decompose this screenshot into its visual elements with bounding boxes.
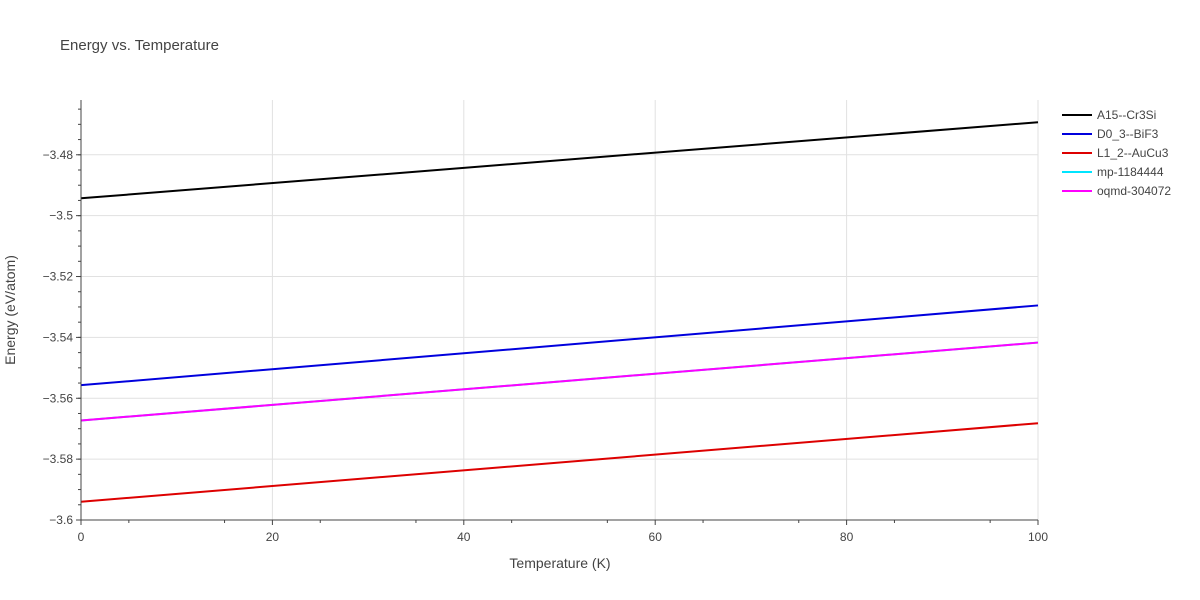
legend-item[interactable]: L1_2--AuCu3 bbox=[1062, 146, 1169, 160]
x-tick-label: 0 bbox=[78, 530, 85, 544]
y-tick-label: −3.48 bbox=[43, 148, 74, 162]
y-tick-label: −3.6 bbox=[49, 513, 73, 527]
y-tick-label: −3.54 bbox=[43, 330, 74, 344]
legend-label: A15--Cr3Si bbox=[1097, 108, 1156, 122]
x-tick-label: 60 bbox=[649, 530, 663, 544]
legend-label: D0_3--BiF3 bbox=[1097, 127, 1159, 141]
plot-area bbox=[80, 121, 1039, 503]
y-axis-title: Energy (eV/atom) bbox=[2, 255, 18, 365]
chart-title: Energy vs. Temperature bbox=[60, 37, 219, 54]
legend-label: mp-1184444 bbox=[1097, 165, 1164, 179]
legend-item[interactable]: oqmd-304072 bbox=[1062, 184, 1171, 198]
legend-item[interactable]: mp-1184444 bbox=[1062, 165, 1164, 179]
y-tick-label: −3.56 bbox=[43, 391, 74, 405]
legend-item[interactable]: A15--Cr3Si bbox=[1062, 108, 1156, 122]
series-line-D0_3--BiF3 bbox=[80, 304, 1039, 387]
grid-lines bbox=[81, 100, 1039, 521]
series-line-A15--Cr3Si bbox=[80, 121, 1039, 200]
x-tick-label: 40 bbox=[457, 530, 471, 544]
y-tick-label: −3.5 bbox=[49, 209, 73, 223]
series-line-oqmd-304072 bbox=[80, 341, 1039, 422]
legend-label: L1_2--AuCu3 bbox=[1097, 146, 1169, 160]
y-tick-label: −3.52 bbox=[43, 270, 74, 284]
x-tick-label: 80 bbox=[840, 530, 854, 544]
y-tick-label: −3.58 bbox=[43, 452, 74, 466]
legend-item[interactable]: D0_3--BiF3 bbox=[1062, 127, 1159, 141]
x-tick-label: 100 bbox=[1028, 530, 1048, 544]
axes: 0 20 40 60 80 100 −3.6 −3.58 −3.56 −3.54 −3.52 −3.5… bbox=[43, 100, 1048, 544]
x-axis-title: Temperature (K) bbox=[509, 555, 610, 571]
legend-label: oqmd-304072 bbox=[1097, 184, 1171, 198]
legend[interactable]: A15--Cr3Si D0_3--BiF3 L1_2--AuCu3 mp-118444… bbox=[1062, 108, 1171, 198]
series-line-L1_2--AuCu3 bbox=[80, 422, 1039, 503]
x-tick-label: 20 bbox=[266, 530, 280, 544]
